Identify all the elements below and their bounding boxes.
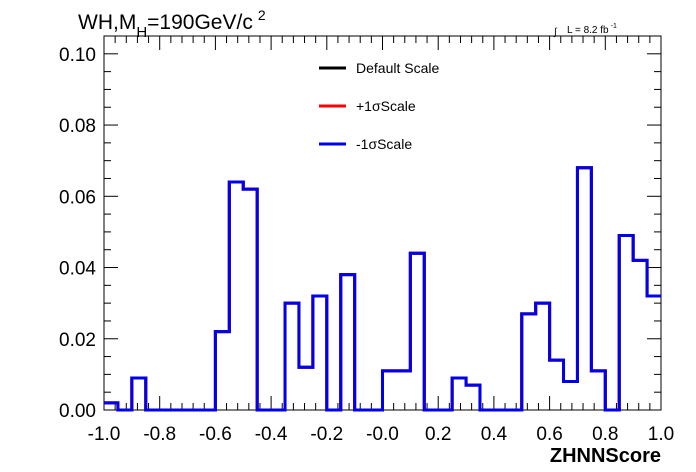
x-tick-label: 0.6 [536, 424, 562, 445]
x-tick-label: -0.0 [366, 424, 399, 445]
axes: 0.00 0.02 0.04 0.06 0.08 0.10 -1.0 -0.8 -0.6 -0.4… [59, 35, 674, 445]
y-tick-label: 0.06 [59, 187, 96, 208]
series-line [104, 166, 661, 412]
legend-label: Default Scale [356, 60, 439, 76]
legend-label: +1σScale [356, 98, 416, 114]
x-tick-label: -1.0 [88, 424, 121, 445]
x-tick-label: 0.8 [592, 424, 618, 445]
y-tick-label: 0.08 [59, 116, 96, 137]
chart-title: WH,MH=190GeV/c 2 [78, 7, 266, 41]
y-tick-label: 0.10 [59, 45, 96, 66]
x-axis-label: ZHNNScore [550, 445, 661, 467]
title-subscript: H [136, 24, 147, 41]
y-tick-label: 0.00 [59, 401, 96, 422]
x-tick-label: 1.0 [648, 424, 674, 445]
x-tick-label: -0.4 [255, 424, 288, 445]
luminosity-superscript: -1 [611, 23, 617, 30]
x-tick-label: -0.6 [199, 424, 232, 445]
integral-symbol: ∫ [553, 27, 558, 38]
y-tick-label: 0.04 [59, 259, 96, 280]
legend: Default Scale +1σScale -1σScale [319, 60, 439, 152]
x-tick-label: -0.8 [143, 424, 176, 445]
legend-label: -1σScale [356, 136, 412, 152]
y-tick-label: 0.02 [59, 330, 96, 351]
x-tick-label: 0.2 [425, 424, 451, 445]
title-superscript: 2 [258, 7, 266, 23]
x-tick-label: -0.2 [310, 424, 343, 445]
series-lines [104, 166, 661, 412]
luminosity-annotation: L = 8.2 fb -1 [567, 23, 617, 36]
x-tick-label: 0.4 [481, 424, 508, 445]
